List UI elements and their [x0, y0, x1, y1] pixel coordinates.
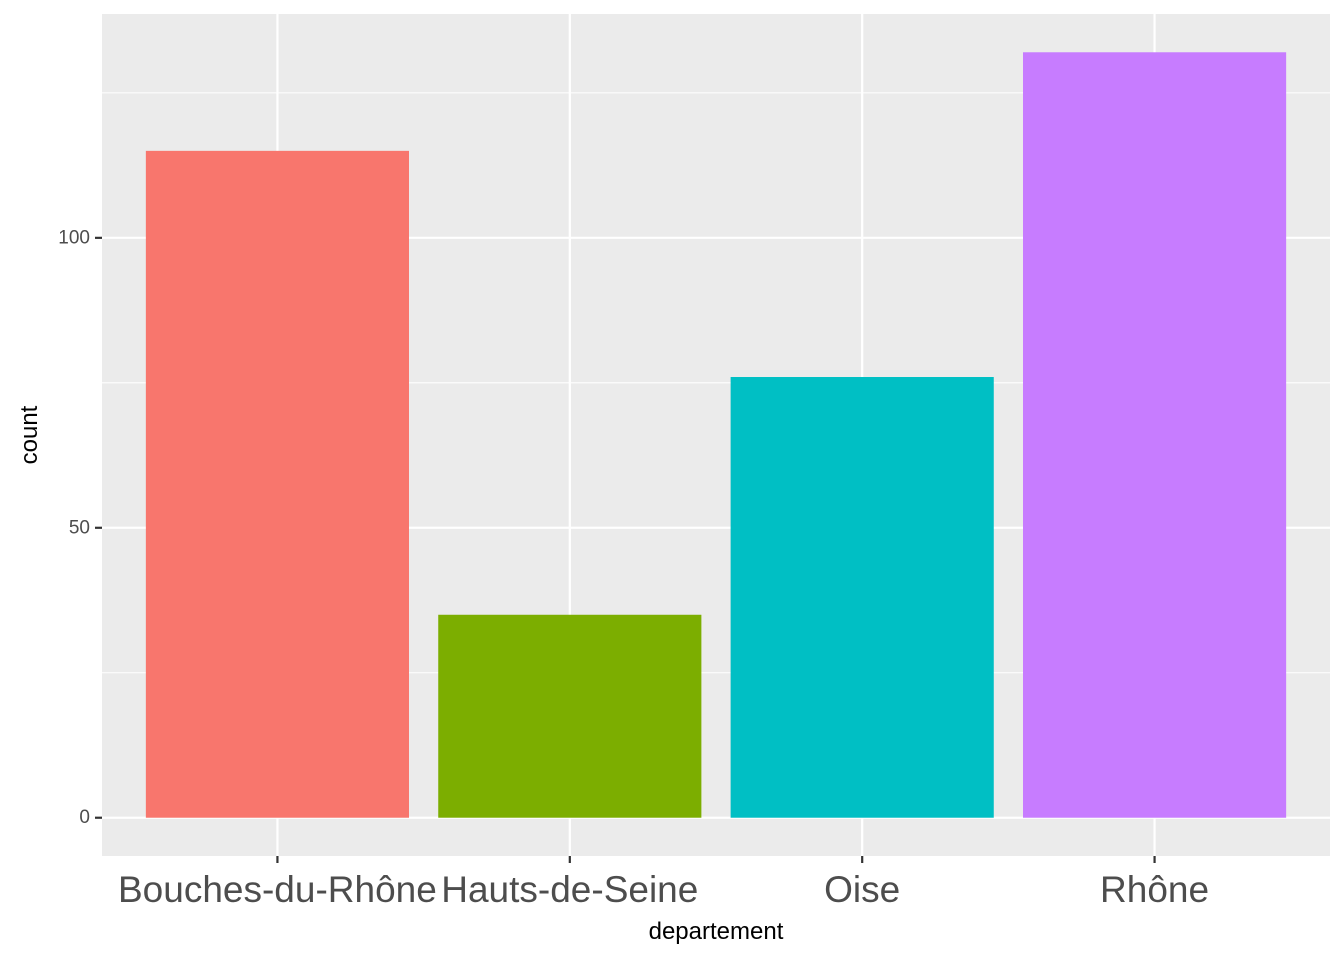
y-axis-title: count — [16, 405, 43, 464]
x-tick-label-0: Bouches-du-Rhône — [118, 869, 437, 910]
y-tick-label-1: 50 — [69, 517, 90, 538]
bar-0 — [145, 150, 409, 818]
y-axis: 0 50 100 — [58, 227, 102, 828]
y-tick-label-0: 0 — [79, 807, 90, 828]
x-axis: Bouches-du-Rhône Hauts-de-Seine Oise Rhône — [118, 856, 1209, 910]
x-axis-title: departement — [649, 918, 784, 945]
bar-3 — [1023, 52, 1287, 818]
x-tick-label-3: Rhône — [1100, 869, 1209, 910]
bars — [145, 52, 1287, 818]
bar-2 — [730, 377, 994, 818]
x-tick-label-2: Oise — [824, 869, 900, 910]
x-tick-label-1: Hauts-de-Seine — [441, 869, 698, 910]
bar-1 — [438, 614, 702, 818]
y-tick-label-2: 100 — [58, 227, 90, 248]
